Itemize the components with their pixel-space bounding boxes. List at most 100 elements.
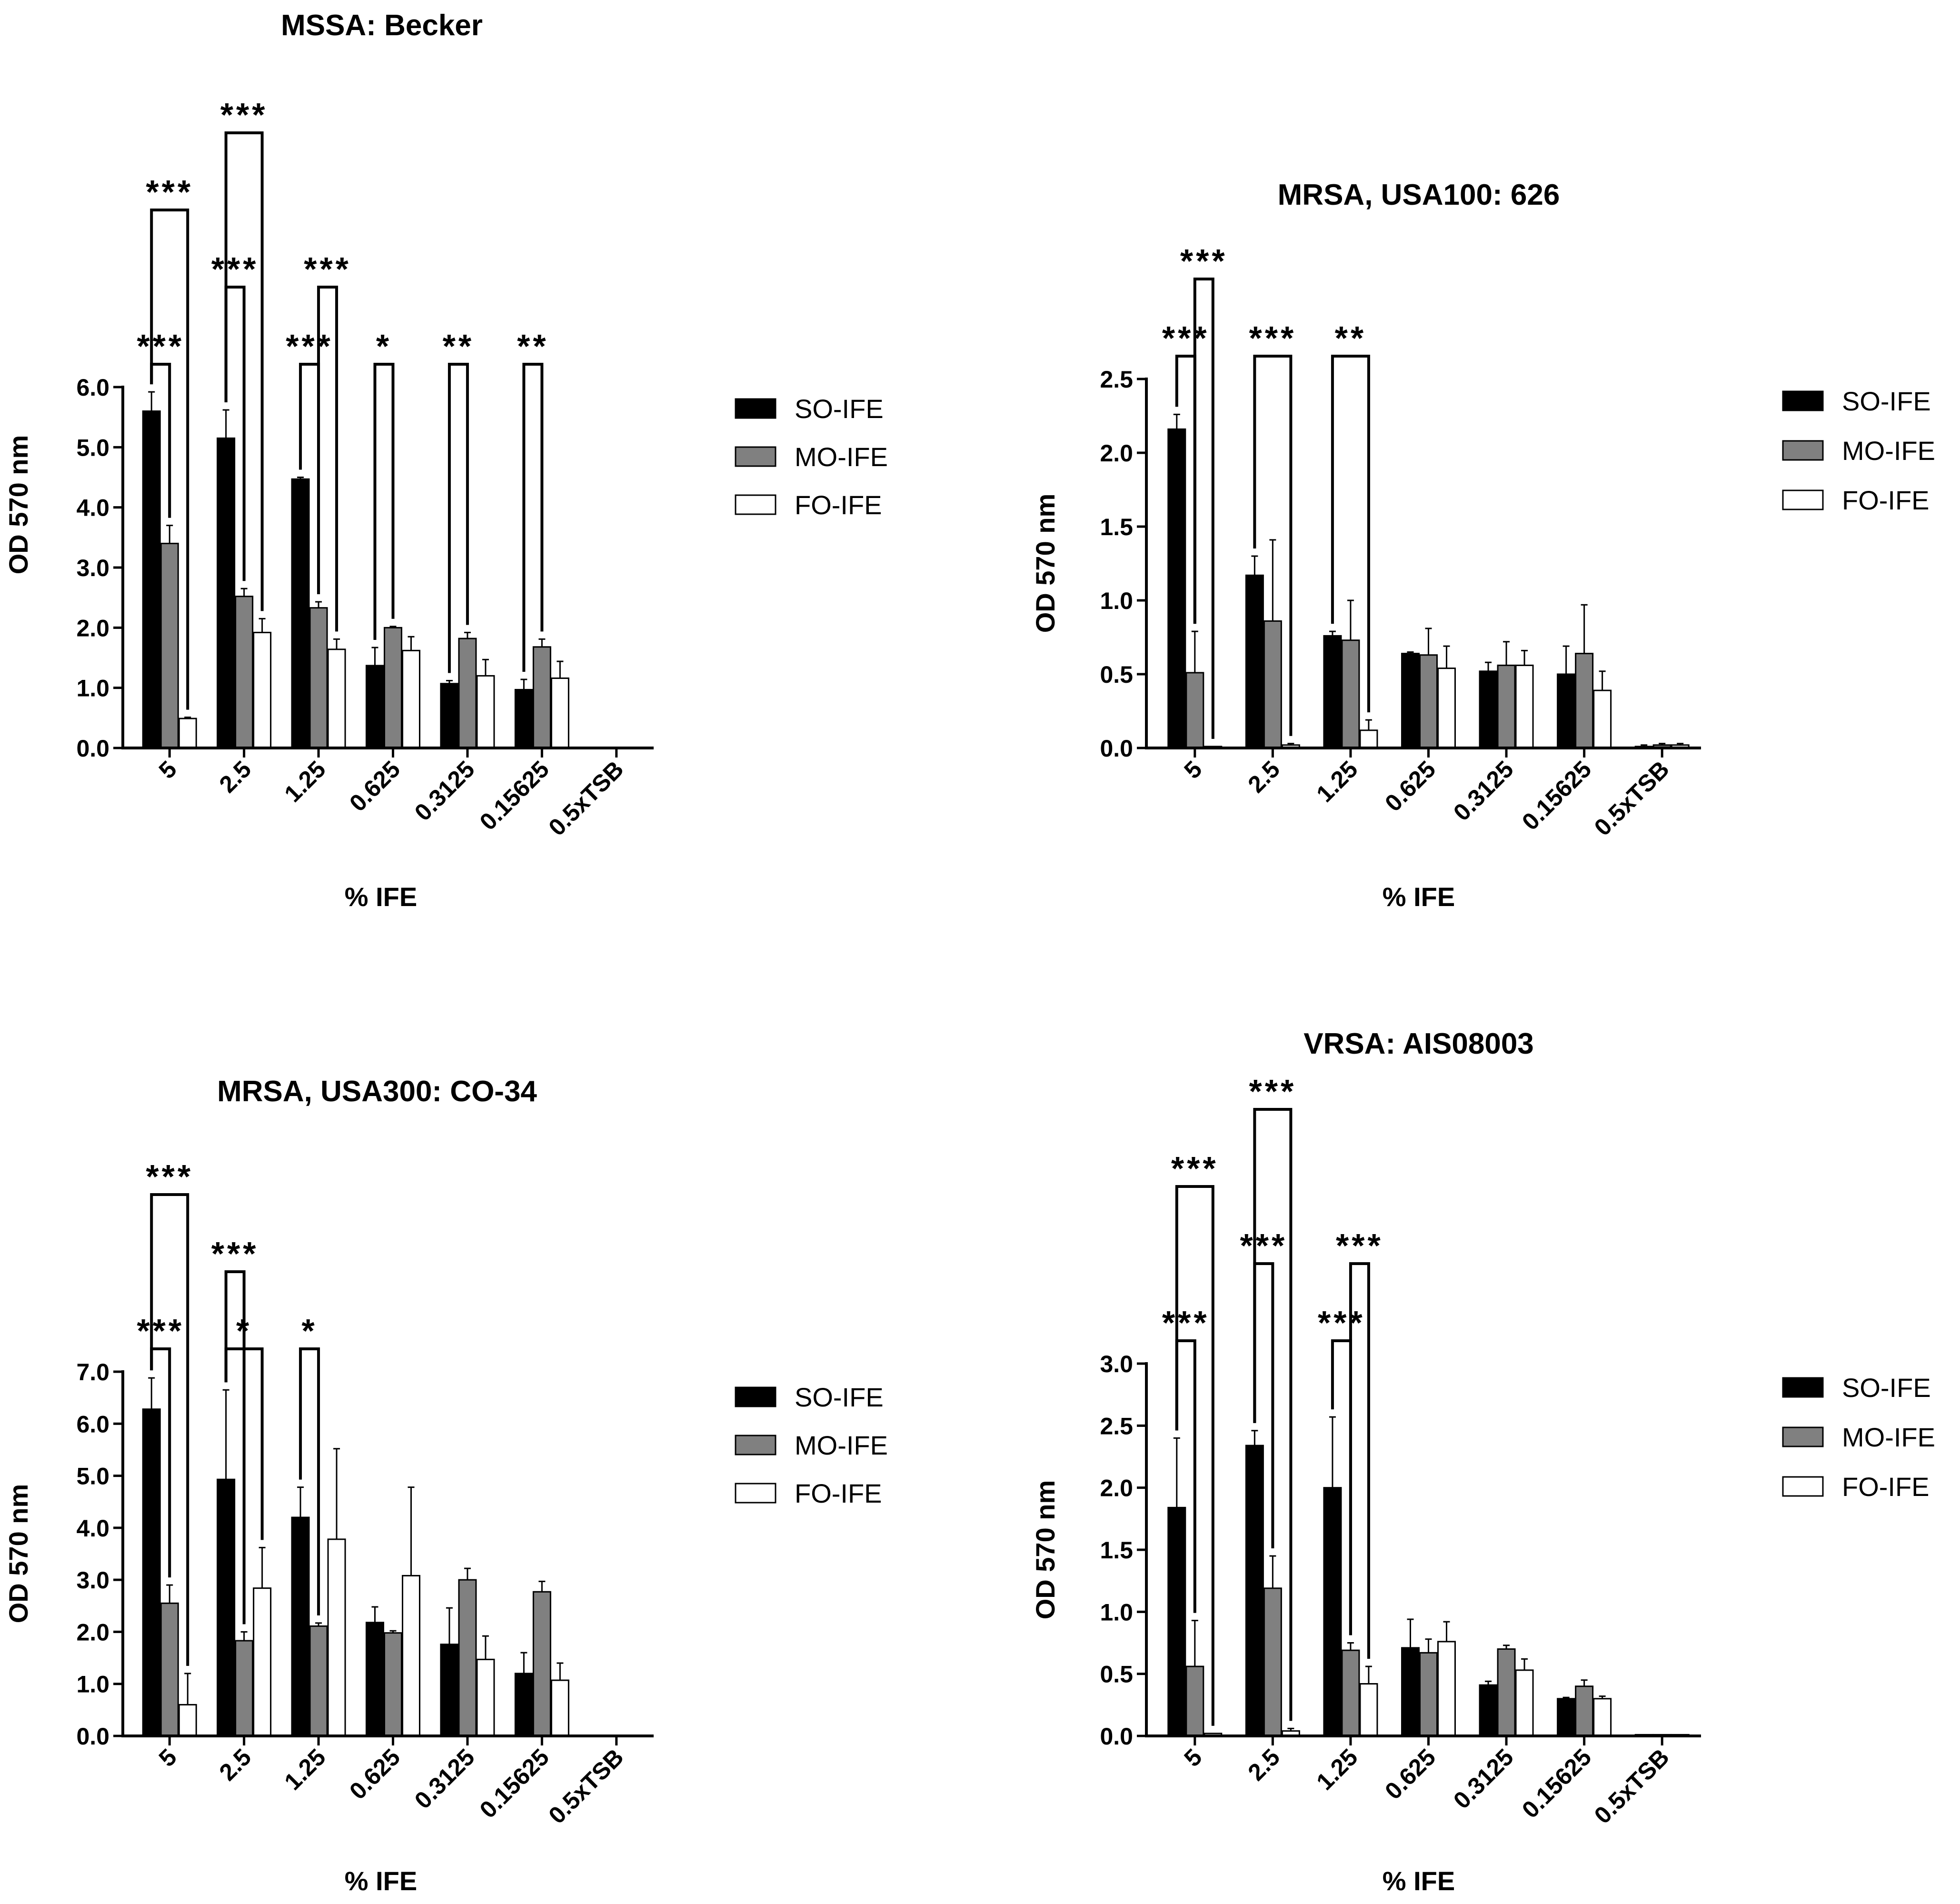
significance-label: *** xyxy=(304,250,351,288)
bar-mo-ife-3 xyxy=(384,1632,402,1737)
y-axis-label: OD 570 nm xyxy=(3,435,33,575)
y-tick-label: 1.5 xyxy=(1100,1537,1133,1564)
x-tick-label: 0.5xTSB xyxy=(1589,1744,1674,1829)
y-tick-label: 3.0 xyxy=(1100,1351,1133,1377)
bar-mo-ife-0 xyxy=(160,1602,179,1737)
bar-fo-ife-3 xyxy=(402,649,420,749)
legend-swatch-fo-ife xyxy=(735,494,776,515)
significance-label: ** xyxy=(517,328,548,365)
significance-label: *** xyxy=(1249,1073,1296,1110)
bar-fo-ife-1 xyxy=(253,631,272,749)
bar-fo-ife-0 xyxy=(178,1704,197,1737)
bar-fo-ife-5 xyxy=(550,677,569,749)
bar-so-ife-1 xyxy=(217,1478,236,1737)
significance-bracket xyxy=(1331,355,1370,713)
legend-swatch-mo-ife xyxy=(735,1435,776,1455)
significance-label: *** xyxy=(1171,1150,1219,1187)
chart-title: MRSA, USA300: CO-34 xyxy=(217,1075,537,1108)
legend-label-so-ife: SO-IFE xyxy=(1842,386,1931,416)
y-axis-label: OD 570 nm xyxy=(3,1484,33,1624)
bar-so-ife-4 xyxy=(440,683,459,749)
x-axis-label: % IFE xyxy=(345,882,417,912)
bar-so-ife-5 xyxy=(514,1673,533,1737)
significance-bracket xyxy=(522,363,544,672)
x-axis-label: % IFE xyxy=(1383,1866,1455,1896)
legend-label-so-ife: SO-IFE xyxy=(795,394,884,424)
bar-mo-ife-4 xyxy=(458,1579,477,1737)
significance-label: ** xyxy=(1335,319,1366,357)
significance-bracket xyxy=(448,363,469,673)
legend-label-fo-ife: FO-IFE xyxy=(795,1478,882,1508)
x-tick-label: 0.625 xyxy=(344,1744,405,1804)
y-tick-label: 2.5 xyxy=(1100,366,1133,393)
chart-title: MRSA, USA100: 626 xyxy=(1278,179,1560,211)
bar-mo-ife-1 xyxy=(1263,1587,1282,1737)
x-tick-label: 0.625 xyxy=(344,756,405,817)
significance-label: ** xyxy=(443,328,474,365)
legend-label-mo-ife: MO-IFE xyxy=(1842,1422,1935,1452)
x-tick-label: 0.3125 xyxy=(409,1744,480,1814)
legend-swatch-fo-ife xyxy=(1782,489,1824,510)
legend-swatch-mo-ife xyxy=(1782,440,1824,461)
x-tick-label: 0.5xTSB xyxy=(543,1744,628,1829)
bar-so-ife-3 xyxy=(366,1622,384,1737)
y-tick-label: 0.0 xyxy=(76,735,109,762)
bar-so-ife-1 xyxy=(1245,574,1264,749)
y-tick-label: 1.0 xyxy=(76,1671,109,1698)
bar-so-ife-1 xyxy=(217,437,236,749)
y-tick-label: 1.0 xyxy=(1100,588,1133,614)
bar-fo-ife-4 xyxy=(476,1658,495,1737)
bar-so-ife-1 xyxy=(1245,1445,1264,1737)
bar-so-ife-5 xyxy=(514,688,533,749)
significance-label: *** xyxy=(211,1235,259,1272)
x-tick-label: 2.5 xyxy=(1243,756,1285,798)
y-tick-label: 0.0 xyxy=(1100,1723,1133,1750)
legend-swatch-mo-ife xyxy=(1782,1426,1824,1447)
x-tick-label: 0.15625 xyxy=(475,756,554,835)
y-tick-label: 3.0 xyxy=(76,555,109,581)
legend-swatch-so-ife xyxy=(1782,1377,1824,1398)
y-tick-label: 4.0 xyxy=(76,1515,109,1542)
legend-label-fo-ife: FO-IFE xyxy=(1842,1472,1930,1502)
legend-swatch-so-ife xyxy=(1782,390,1824,411)
legend-label-mo-ife: MO-IFE xyxy=(1842,436,1935,466)
significance-bracket xyxy=(373,363,395,640)
bar-so-ife-4 xyxy=(440,1644,459,1737)
x-tick-label: 5 xyxy=(154,756,182,784)
y-tick-label: 5.0 xyxy=(76,434,109,461)
bar-mo-ife-2 xyxy=(1341,1649,1360,1737)
x-tick-label: 5 xyxy=(154,1744,182,1772)
significance-bracket xyxy=(150,209,189,710)
bar-mo-ife-4 xyxy=(458,638,477,749)
chart-title: MSSA: Becker xyxy=(281,9,483,42)
bar-mo-ife-0 xyxy=(1185,1665,1204,1737)
x-tick-label: 0.5xTSB xyxy=(543,756,628,841)
legend-label-mo-ife: MO-IFE xyxy=(795,442,888,472)
x-axis-label: % IFE xyxy=(1383,882,1455,912)
significance-label: *** xyxy=(1240,1227,1287,1264)
bar-mo-ife-3 xyxy=(1419,1652,1438,1737)
bar-mo-ife-1 xyxy=(1263,620,1282,749)
y-tick-label: 7.0 xyxy=(76,1359,109,1386)
y-tick-label: 3.0 xyxy=(76,1567,109,1594)
y-tick-label: 1.0 xyxy=(1100,1599,1133,1625)
bar-fo-ife-1 xyxy=(253,1587,272,1737)
bar-so-ife-4 xyxy=(1479,1684,1498,1737)
x-tick-label: 0.3125 xyxy=(409,756,480,826)
bar-mo-ife-3 xyxy=(384,627,402,749)
y-tick-label: 4.0 xyxy=(76,495,109,521)
bar-mo-ife-1 xyxy=(235,1640,254,1737)
bar-so-ife-2 xyxy=(291,1516,310,1737)
significance-bracket xyxy=(299,1347,320,1615)
bar-fo-ife-3 xyxy=(1437,1641,1456,1737)
panel-mrsa-usa100-626: MRSA, USA100: 626 OD 570 nm % IFE 0.0 0.5 1.0… xyxy=(1030,179,1935,912)
bar-fo-ife-2 xyxy=(327,648,346,749)
bar-mo-ife-3 xyxy=(1419,654,1438,749)
y-tick-label: 1.5 xyxy=(1100,514,1133,540)
x-tick-label: 5 xyxy=(1179,1744,1207,1772)
bar-mo-ife-1 xyxy=(235,596,254,749)
y-tick-label: 6.0 xyxy=(76,1411,109,1437)
y-tick-label: 2.0 xyxy=(76,615,109,641)
legend-label-mo-ife: MO-IFE xyxy=(795,1430,888,1460)
bar-so-ife-3 xyxy=(1401,1647,1420,1737)
